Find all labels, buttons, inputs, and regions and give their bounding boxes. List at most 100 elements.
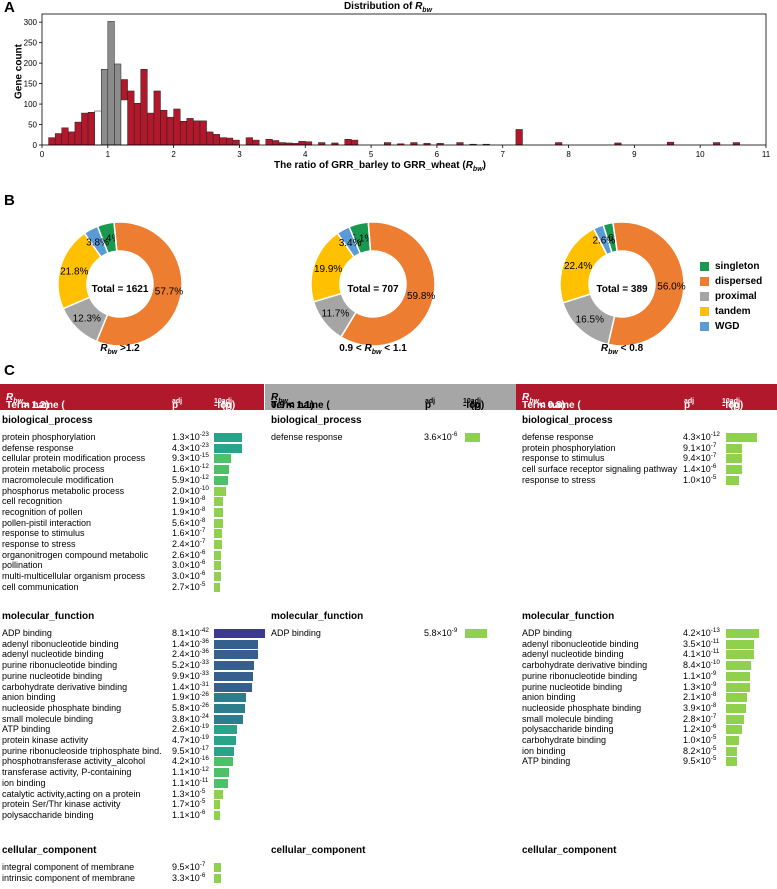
p-adj-value: 1.9×10-8 [172, 505, 206, 517]
p-adj-value: 5.9×10-12 [172, 473, 209, 485]
histogram-bar [298, 141, 306, 146]
donut-slice-label: 57.7% [155, 287, 183, 298]
term-name: protein Ser/Thr kinase activity [2, 799, 121, 810]
donut-slice-dispersed [95, 221, 183, 347]
p-adj-value: 4.1×10-11 [683, 648, 720, 660]
term-name: recognition of pollen [2, 506, 83, 517]
histogram-bar [147, 112, 155, 146]
term-name: ADP binding [271, 628, 321, 638]
x-tick-label: 2 [171, 150, 176, 159]
histogram-bar [127, 90, 135, 146]
donut-slice-WGD [336, 225, 362, 259]
term-name: response to stress [522, 474, 596, 485]
log-padj-bar [726, 475, 740, 485]
log-padj-bar [214, 873, 221, 883]
histogram-bar [160, 109, 168, 146]
term-name: phosphorus metabolic process [2, 485, 125, 496]
donut-slice-label: 12.3% [73, 313, 101, 324]
header-padj: p adj [425, 398, 436, 411]
p-adj-value: 1.3×10-5 [172, 787, 206, 799]
log-padj-bar [214, 639, 259, 649]
panel-letter-a: A [4, 0, 15, 16]
donut-3-caption: Rbw < 0.8 [600, 343, 644, 356]
term-name: carbohydrate derivative binding [522, 660, 648, 671]
term-name: ATP binding [2, 724, 51, 735]
term-name: integral component of membrane [2, 862, 135, 872]
section-title: cellular_component [522, 845, 617, 856]
section-title: biological_process [271, 415, 362, 426]
p-adj-value: 3.9×10-8 [683, 701, 717, 713]
term-name: nucleoside phosphate binding [522, 702, 642, 713]
p-adj-value: 2.8×10-7 [683, 712, 717, 724]
p-adj-value: 1.9×10-26 [172, 691, 209, 703]
header-term-name: Term name (Rbw < 0.8) [522, 392, 581, 411]
p-adj-value: 3.8×10-24 [172, 712, 209, 724]
header-term-name: Term name (Rbw > 1.2) [6, 392, 65, 411]
header-log-padj: -log 10 (p adj) [214, 398, 236, 411]
histogram-bar [133, 102, 141, 146]
legend-swatch [700, 306, 709, 316]
donut-slice-label: 3.4% [339, 238, 362, 249]
term-name: protein phosphorylation [2, 432, 96, 442]
log-padj-bar [726, 725, 742, 735]
header-log-padj: -log 10 (p adj) [722, 398, 744, 411]
term-name: purine ribonucleoside triphosphate bind. [2, 745, 162, 756]
log-padj-bar [726, 650, 754, 660]
header-padj: p adj [172, 398, 183, 411]
p-adj-value: 2.4×10-7 [172, 538, 206, 549]
term-name: ATP binding [522, 756, 571, 767]
term-name: catalytic activity,acting on a protein [2, 788, 141, 799]
term-name: purine ribonucleotide binding [522, 670, 638, 681]
donut-slice-label: 21.8% [60, 267, 88, 278]
p-adj-value: 9.9×10-33 [172, 669, 209, 681]
p-adj-value: 2.1×10-8 [683, 691, 717, 703]
histogram-bar [245, 137, 253, 146]
log-padj-bar [214, 757, 233, 767]
term-name: phosphotransferase activity_alcohol [2, 756, 146, 767]
p-adj-value: 1.4×10-31 [172, 680, 209, 692]
log-padj-bar [214, 810, 221, 820]
donut-3-total: Total = 389 [596, 284, 648, 295]
section-title: cellular_component [2, 845, 97, 856]
x-tick-label: 11 [762, 150, 771, 159]
log-padj-bar [726, 465, 742, 475]
term-name: small molecule binding [2, 713, 94, 724]
legend-proximal: proximal [700, 291, 757, 305]
term-name: intrinsic component of membrane [2, 872, 136, 883]
donut-slice-label: 4.4% [98, 233, 121, 244]
p-adj-value: 1.4×10-36 [172, 637, 209, 649]
term-name: ion binding [2, 777, 46, 788]
log-padj-bar [214, 561, 221, 571]
y-tick-label: 0 [33, 141, 38, 150]
histogram-bar [54, 133, 62, 146]
p-adj-value: 9.1×10-7 [683, 441, 717, 453]
term-name: ion binding [522, 745, 566, 756]
log-padj-bar [214, 582, 220, 592]
donut-slice-label: 59.8% [407, 291, 435, 302]
donut-slice-label: 11.7% [322, 309, 350, 320]
legend-swatch [700, 276, 709, 286]
p-adj-value: 1.9×10-8 [172, 495, 206, 507]
term-name: adenyl nucleotide binding [522, 649, 624, 660]
x-tick-label: 10 [696, 150, 705, 159]
p-adj-value: 1.1×10-9 [683, 669, 717, 681]
p-adj-value: 8.4×10-10 [683, 659, 720, 671]
histogram-bar [206, 131, 214, 146]
p-adj-value: 4.3×10-23 [172, 441, 209, 453]
histogram-plot: 0 1 2 3 4 5 6 7 8 9 10 11 0 50 100 150 200 250 300 [24, 13, 771, 159]
p-adj-value: 4.3×10-12 [683, 431, 720, 442]
log-padj-bar [214, 454, 232, 464]
histogram-bar [179, 121, 188, 146]
log-padj-bar [465, 433, 480, 442]
histogram-bar [140, 69, 148, 146]
term-name: purine ribonucleotide binding [2, 660, 118, 671]
panel-letter-c: C [4, 362, 15, 379]
histogram-bar [68, 131, 76, 146]
section-title: biological_process [2, 415, 93, 426]
term-name: response to stimulus [2, 528, 85, 539]
term-name: cell recognition [2, 496, 63, 507]
histogram-bar [351, 139, 359, 146]
histogram-bar [305, 141, 313, 146]
term-name: small molecule binding [522, 713, 614, 724]
